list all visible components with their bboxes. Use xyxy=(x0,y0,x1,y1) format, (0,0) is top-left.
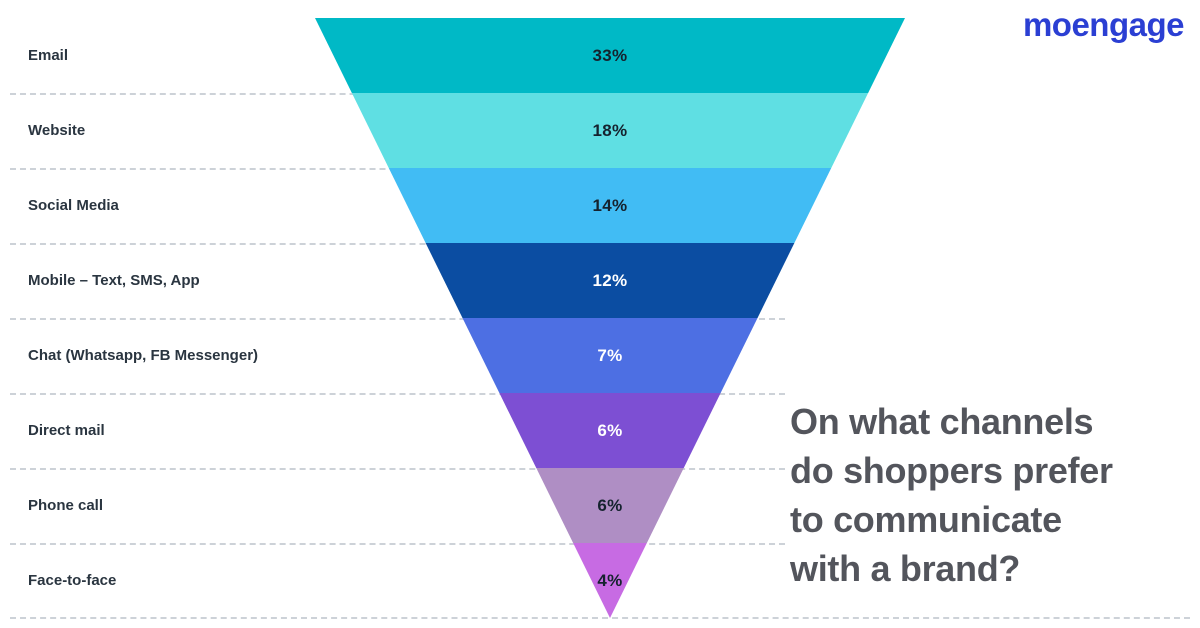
category-label-phone-call: Phone call xyxy=(28,497,104,514)
category-label-email: Email xyxy=(28,47,69,64)
chart-title-line: to communicate xyxy=(790,498,1062,540)
row-separator xyxy=(10,468,785,470)
row-separator xyxy=(10,243,785,245)
moengage-logo: moengage xyxy=(1022,6,1185,43)
category-label-direct-mail: Direct mail xyxy=(28,422,105,439)
funnel-value: 33% xyxy=(592,45,628,65)
funnel-value: 6% xyxy=(597,420,623,440)
funnel-value: 7% xyxy=(597,345,623,365)
chart-title: On what channels do shoppers prefer to c… xyxy=(790,398,1113,594)
category-label-social-media: Social Media xyxy=(28,197,119,214)
funnel-value: 4% xyxy=(597,570,623,590)
row-separator xyxy=(10,393,785,395)
funnel-value: 12% xyxy=(592,270,628,290)
category-label-website: Website xyxy=(28,122,86,139)
category-label-face-to-face: Face-to-face xyxy=(28,572,117,589)
funnel-band-website: 18% xyxy=(315,93,905,168)
funnel-band-mobile: 12% xyxy=(315,243,905,318)
row-separator xyxy=(10,318,785,320)
funnel-value: 14% xyxy=(592,195,628,215)
category-label-chat: Chat (Whatsapp, FB Messenger) xyxy=(28,347,259,364)
funnel-band-chat: 7% xyxy=(315,318,905,393)
chart-title-line: On what channels xyxy=(790,401,1094,442)
row-separator-bottom xyxy=(10,617,1190,619)
funnel-band-social-media: 14% xyxy=(315,168,905,243)
category-label-mobile: Mobile – Text, SMS, App xyxy=(28,272,200,289)
row-separator xyxy=(10,543,785,545)
chart-title-line: do shoppers prefer xyxy=(790,449,1113,491)
funnel-band-email: 33% xyxy=(315,18,905,93)
chart-title-line: with a brand? xyxy=(790,547,1021,589)
funnel-value: 6% xyxy=(597,495,623,515)
funnel-value: 18% xyxy=(592,120,628,140)
